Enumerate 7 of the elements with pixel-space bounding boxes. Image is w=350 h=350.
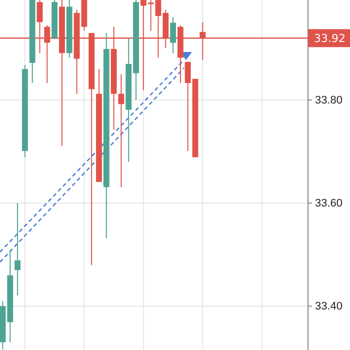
ref-line-label: 33.92 xyxy=(314,32,346,46)
y-tick-label: 33.80 xyxy=(315,94,343,107)
candlestick xyxy=(170,16,176,54)
y-tick-label: 33.40 xyxy=(315,300,343,313)
y-tick-label: 33.60 xyxy=(315,198,343,210)
candlestick xyxy=(14,202,20,296)
candlestick xyxy=(118,74,124,188)
